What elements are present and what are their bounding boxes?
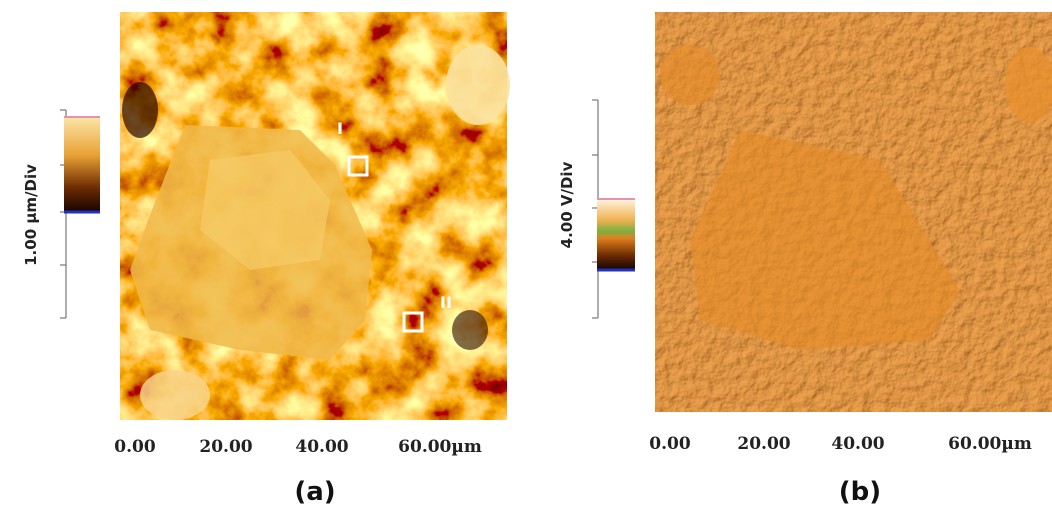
panel-caption: (a): [294, 477, 335, 507]
scale-label: 4.00 V/Div: [558, 161, 576, 248]
x-tick-label: 20.00: [737, 434, 790, 454]
panel-caption: (b): [839, 477, 881, 507]
color-bar: [64, 117, 100, 212]
x-tick-label: 60.00µm: [948, 434, 1032, 454]
afm-height-image: I II: [120, 12, 510, 420]
figure: I II 1.00 µm/Div 0.00 20.00 40.00 60.00µ…: [0, 0, 1052, 507]
afm-phase-image: [655, 12, 1052, 412]
x-tick-label: 40.00: [295, 437, 348, 457]
scale-label: 1.00 µm/Div: [22, 164, 40, 266]
region-marker: I: [337, 119, 343, 138]
color-bar: [597, 199, 635, 270]
x-tick-label: 0.00: [649, 434, 691, 454]
x-tick-label: 0.00: [114, 437, 156, 457]
x-tick-label: 40.00: [831, 434, 884, 454]
x-tick-label: 60.00µm: [398, 437, 482, 457]
x-tick-label: 20.00: [199, 437, 252, 457]
region-marker: II: [440, 293, 452, 312]
